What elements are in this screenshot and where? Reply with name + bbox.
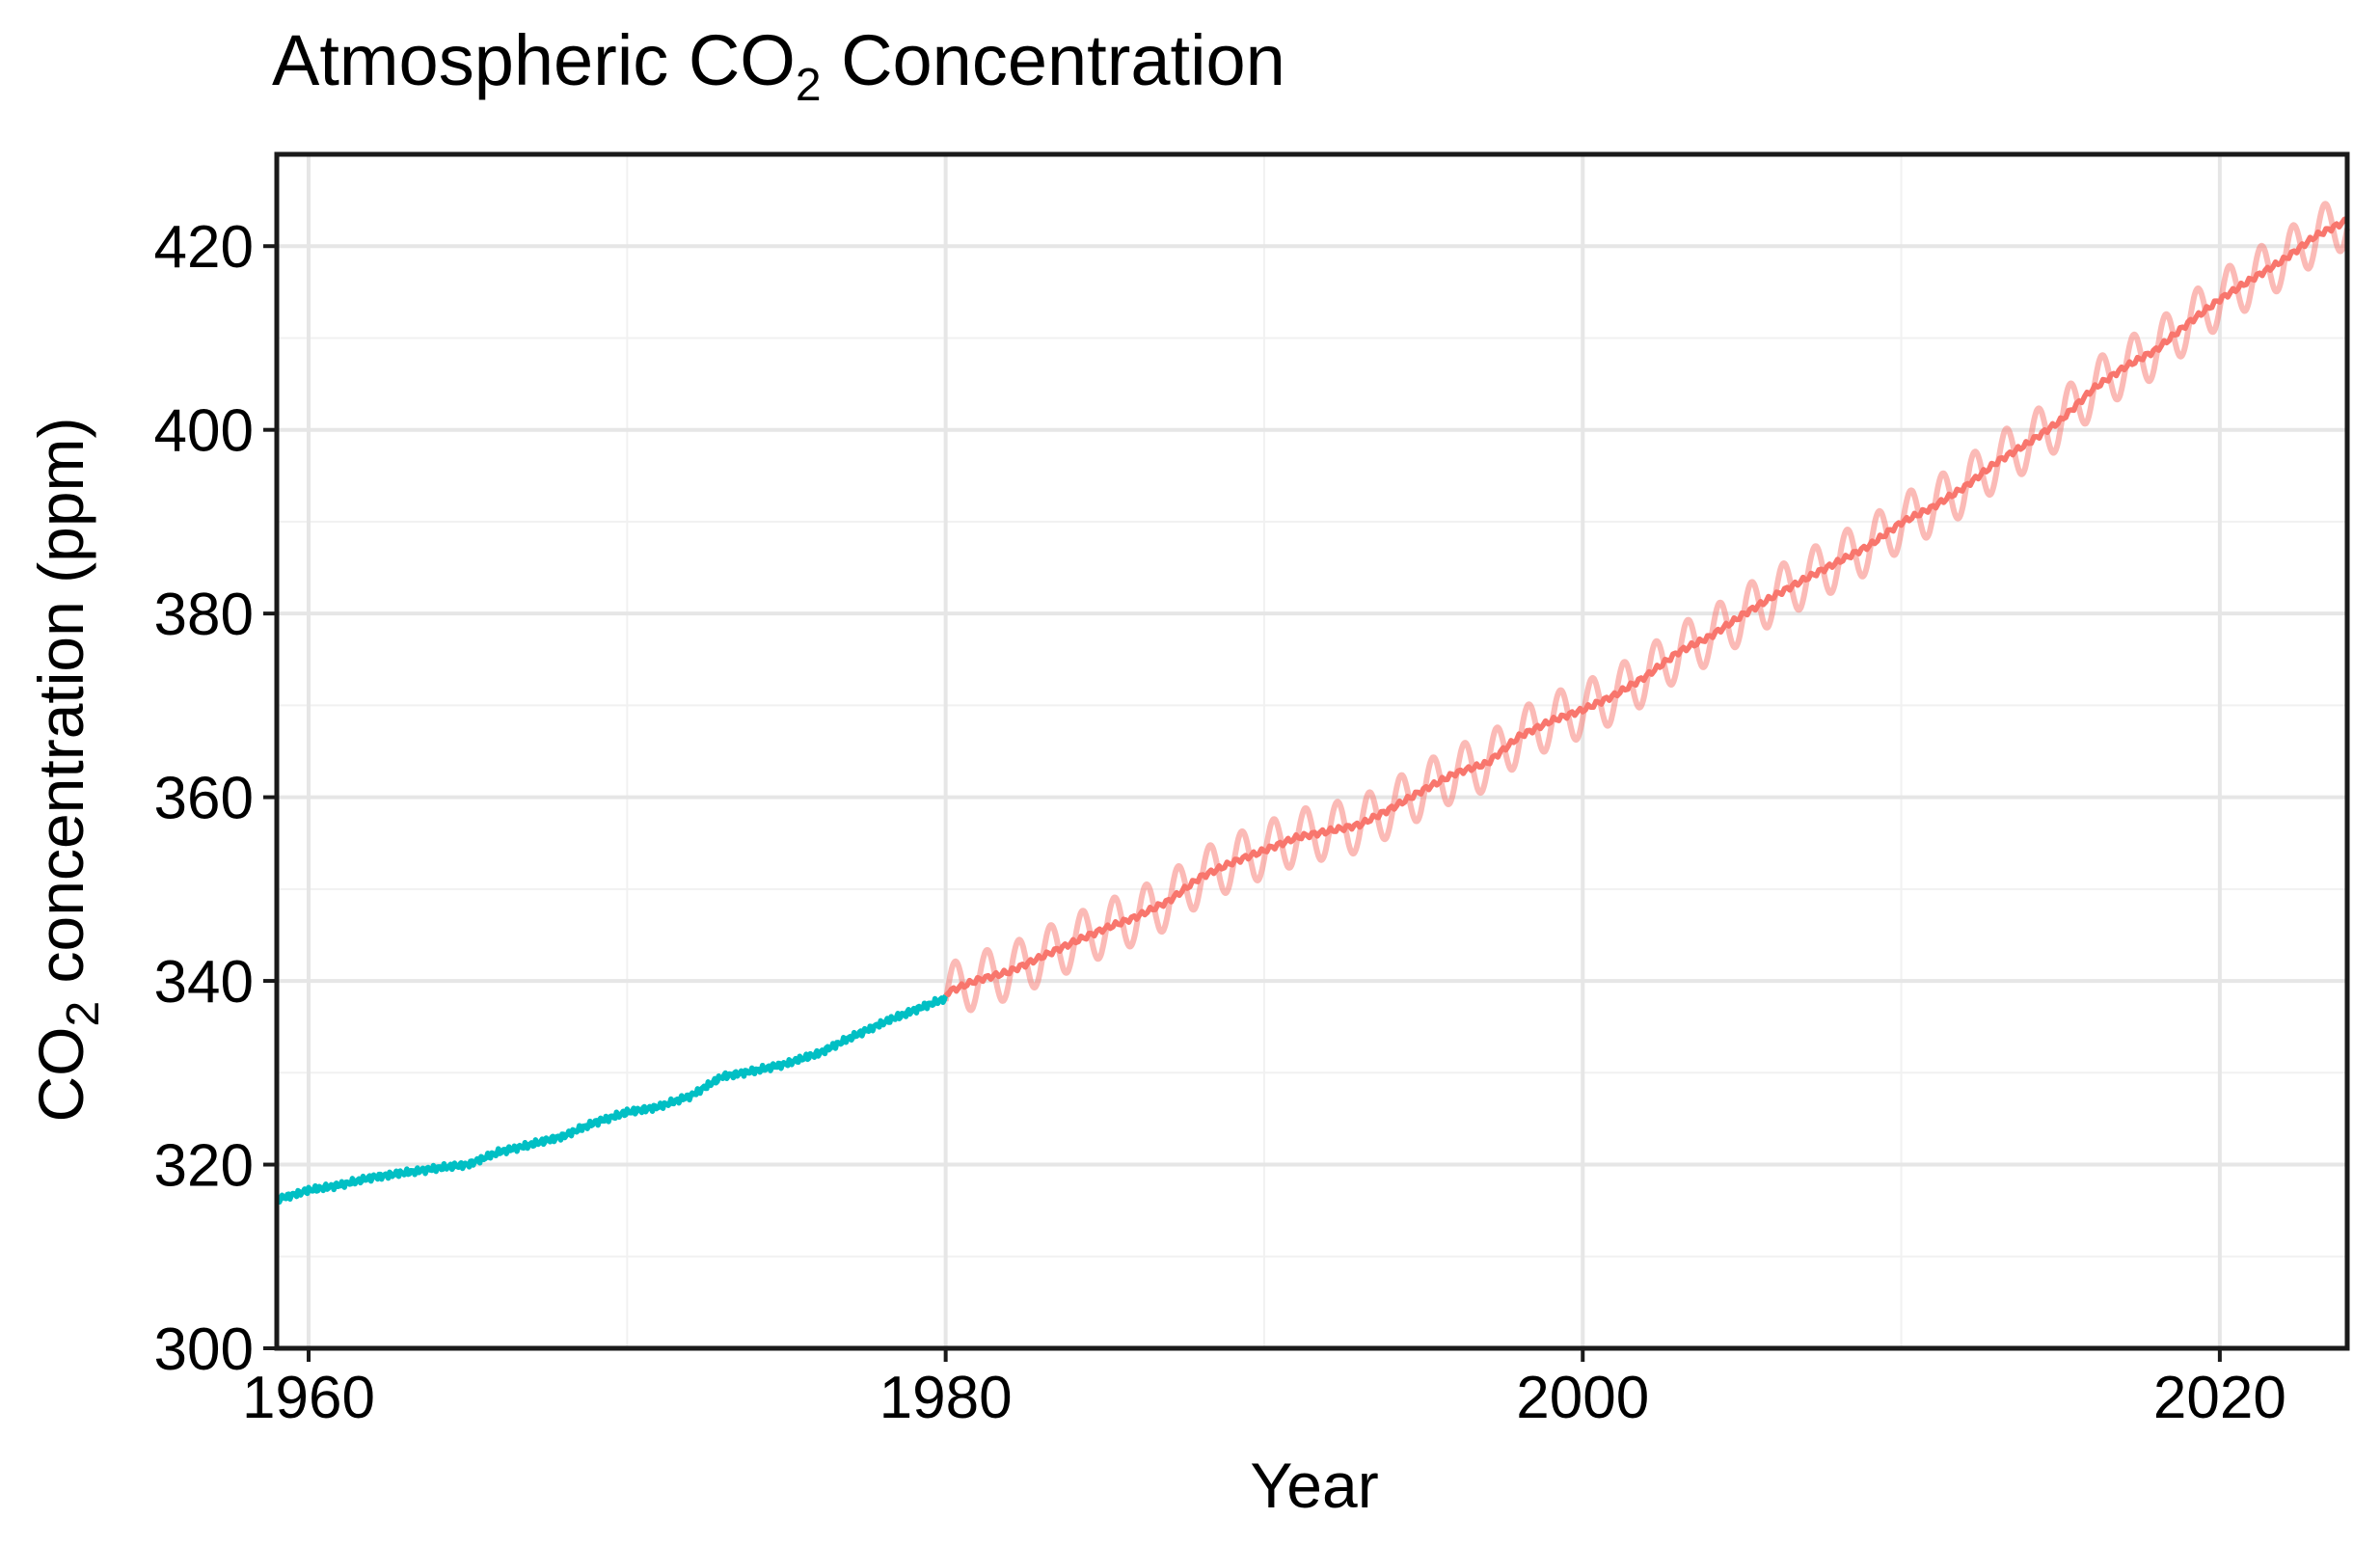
series-line-monthly-seasonal <box>942 201 2350 1014</box>
y-axis-title: CO2 concentration (ppm) <box>25 418 109 1123</box>
x-axis-title: Year <box>1250 1450 1378 1521</box>
y-tick-label: 320 <box>154 1133 254 1200</box>
x-tick-label: 1980 <box>879 1365 1013 1431</box>
y-tick-label: 340 <box>154 949 254 1016</box>
x-tick-label: 2020 <box>2153 1365 2286 1431</box>
x-tick-label: 2000 <box>1516 1365 1649 1431</box>
chart-title: Atmospheric CO2 Concentration <box>272 20 1285 111</box>
y-tick-label: 300 <box>154 1316 254 1383</box>
plot-border <box>274 151 2350 1351</box>
y-axis: 300 320 340 360 380 400 420 <box>154 214 277 1383</box>
y-tick-label: 420 <box>154 214 254 281</box>
series-line-recent-trend <box>943 216 2350 997</box>
y-tick-label: 380 <box>154 582 254 648</box>
x-tick-label: 1960 <box>242 1365 375 1431</box>
x-axis: 1960 1980 2000 2020 <box>242 1348 2286 1431</box>
grid-lines <box>277 154 2347 1350</box>
series-line-historical <box>275 994 949 1206</box>
y-tick-label: 360 <box>154 766 254 832</box>
y-tick-label: 400 <box>154 398 254 465</box>
plot-panel <box>277 154 2347 1348</box>
data-lines <box>275 201 2350 1206</box>
